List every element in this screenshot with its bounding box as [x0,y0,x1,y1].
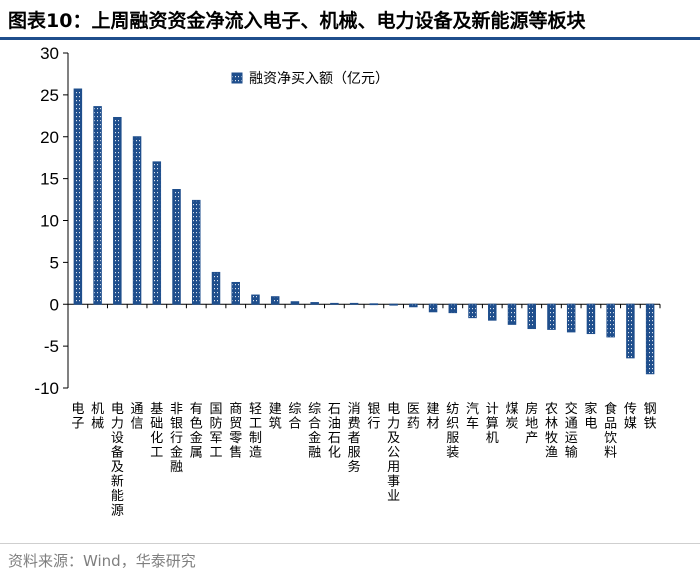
bar-石油石化 [330,302,339,305]
y-tick-label: -10 [34,379,59,398]
y-axis: -10 -5 0 5 10 15 20 25 30 [34,44,661,398]
bar-医药 [409,303,418,308]
bar-建材 [428,303,438,313]
bar-非银行金融 [172,189,181,305]
x-category-label: 商贸零售 [229,402,242,461]
bar-chart: -10 -5 0 5 10 15 20 25 30 电子机械电力设备及新能源通信基础化工非银行金… [34,44,661,519]
legend-label: 融资净买入额（亿元） [249,71,389,87]
x-axis-labels: 电子机械电力设备及新能源通信基础化工非银行金融有色金属国防军工商贸零售轻工制造建… [71,401,656,519]
bar-综合 [290,301,300,305]
bar-银行 [369,303,379,306]
x-category-label: 轻工制造 [249,402,262,461]
figure-title: 图表10：上周融资资金净流入电子、机械、电力设备及新能源等板块 [8,10,586,32]
x-category-label: 综合 [288,402,301,432]
x-category-label: 房地产 [525,401,538,446]
bars [73,88,655,375]
x-category-label: 电力及公用事业 [387,402,400,504]
x-category-label: 传媒 [624,402,637,432]
x-category-label: 电力设备及新能源 [111,402,124,519]
x-category-label: 机械 [91,402,104,432]
bar-纺织服装 [448,303,458,314]
x-category-label: 综合金融 [308,402,321,461]
bar-房地产 [527,303,536,330]
bar-传媒 [626,303,635,359]
bar-电力及公用事业 [389,303,398,306]
source-note: 资料来源：Wind，华泰研究 [8,552,196,570]
bar-食品饮料 [606,303,615,338]
x-category-label: 医药 [407,402,420,432]
x-category-label: 电子 [71,402,84,432]
x-category-label: 石油石化 [328,402,341,461]
title-bar: 图表10：上周融资资金净流入电子、机械、电力设备及新能源等板块 [0,0,700,40]
bar-机械 [93,106,102,305]
x-category-label: 通信 [131,402,144,432]
y-tick-label: 20 [40,128,59,147]
bar-交通运输 [566,303,576,333]
bar-农林牧渔 [547,303,556,330]
bar-钢铁 [645,303,655,375]
bar-汽车 [468,303,477,319]
x-category-label: 国防军工 [209,402,222,461]
y-tick-label: 0 [50,295,59,314]
x-category-label: 纺织服装 [446,402,459,461]
bar-轻工制造 [251,294,260,305]
bar-通信 [132,136,142,305]
x-category-label: 消费者服务 [348,402,361,475]
bar-建筑 [270,296,280,305]
bar-家电 [586,303,596,335]
bar-煤炭 [507,303,517,325]
x-category-label: 非银行金融 [170,402,183,475]
legend: 融资净买入额（亿元） [231,71,389,87]
x-category-label: 交通运输 [565,401,578,461]
y-tick-label: -5 [44,337,59,356]
bar-国防军工 [211,271,221,305]
x-category-label: 钢铁 [644,402,657,432]
x-category-label: 家电 [584,401,597,432]
footer-rule [0,543,700,544]
x-category-label: 食品饮料 [604,401,617,461]
y-tick-label: 30 [40,44,59,63]
bar-消费者服务 [349,302,359,305]
bar-有色金属 [192,199,201,305]
x-category-label: 计算机 [486,402,499,446]
y-tick-label: 15 [40,170,59,189]
x-category-label: 煤炭 [505,402,518,432]
x-category-label: 银行 [367,402,380,432]
bar-综合金融 [310,302,319,305]
x-category-label: 汽车 [466,402,479,432]
x-category-label: 农林牧渔 [545,402,558,461]
y-tick-label: 5 [50,253,59,272]
legend-swatch [231,72,243,84]
bar-电力设备及新能源 [113,116,122,305]
y-tick-label: 25 [40,86,59,105]
bar-基础化工 [152,161,162,305]
y-tick-label: 10 [40,212,59,231]
bar-计算机 [488,303,497,321]
x-category-label: 建筑 [269,402,282,432]
x-category-label: 建材 [427,402,440,432]
bar-电子 [73,88,83,305]
x-category-label: 基础化工 [150,402,163,461]
bar-商贸零售 [231,281,240,305]
x-category-label: 有色金属 [190,402,203,461]
